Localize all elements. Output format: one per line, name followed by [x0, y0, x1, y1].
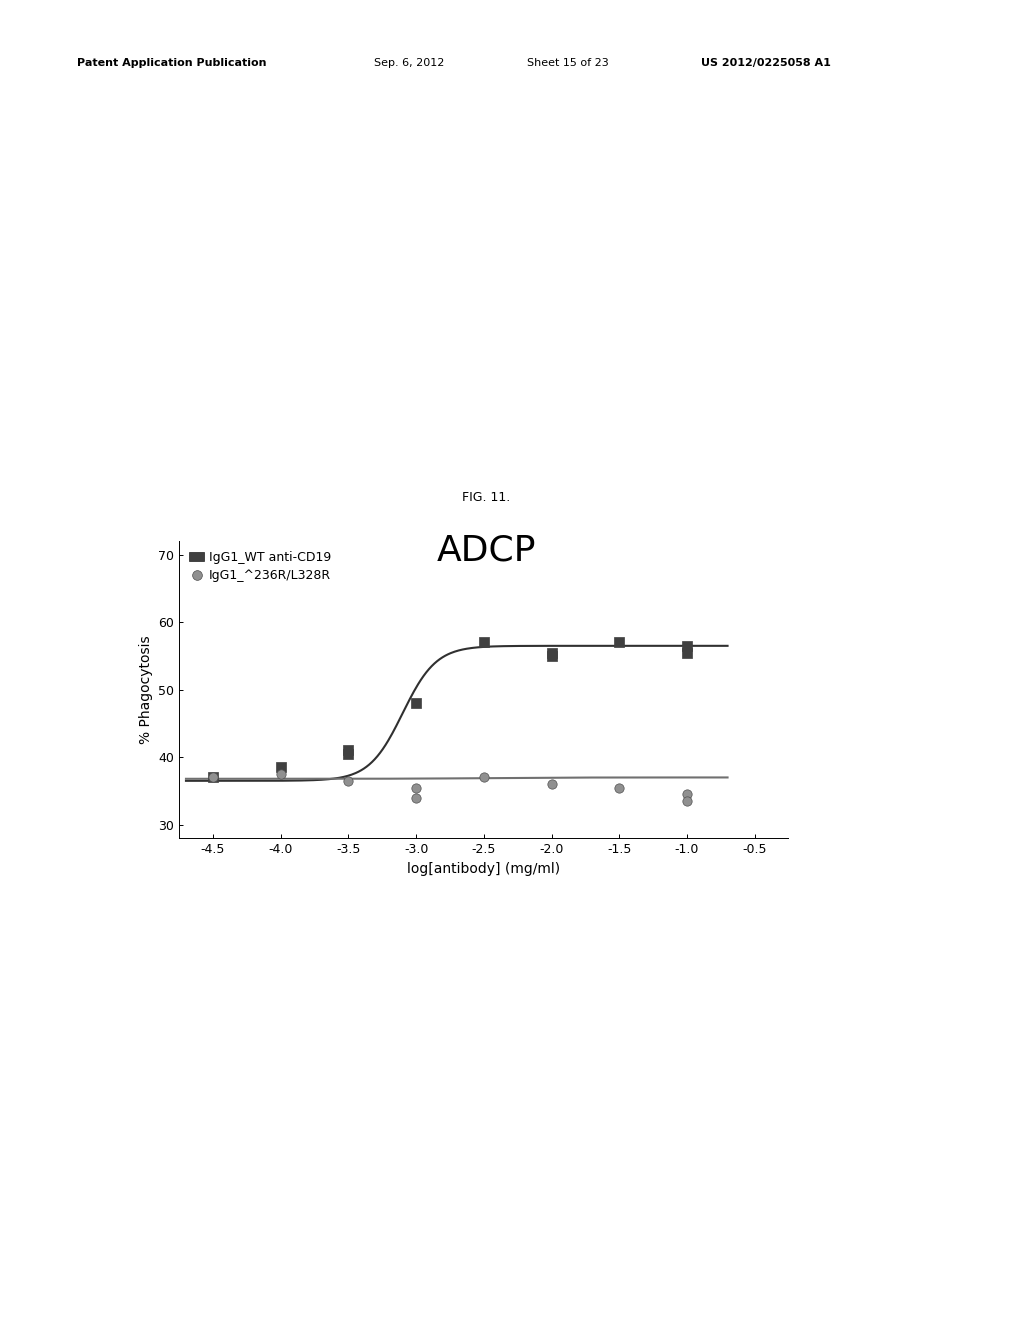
Y-axis label: % Phagocytosis: % Phagocytosis	[139, 635, 153, 744]
Point	[408, 693, 424, 714]
Point	[408, 787, 424, 808]
Point	[544, 642, 560, 663]
Point	[544, 774, 560, 795]
Point	[476, 767, 493, 788]
Text: US 2012/0225058 A1: US 2012/0225058 A1	[701, 58, 831, 69]
Legend: IgG1_WT anti-CD19, IgG1_^236R/L328R: IgG1_WT anti-CD19, IgG1_^236R/L328R	[185, 548, 335, 586]
Point	[679, 784, 695, 805]
Point	[205, 767, 221, 788]
Point	[679, 635, 695, 656]
Point	[476, 632, 493, 653]
Point	[340, 771, 356, 792]
Text: Sep. 6, 2012: Sep. 6, 2012	[374, 58, 444, 69]
Point	[679, 642, 695, 663]
Text: FIG. 11.: FIG. 11.	[462, 491, 511, 504]
Point	[272, 756, 289, 777]
Point	[272, 763, 289, 784]
Point	[205, 767, 221, 788]
X-axis label: log[antibody] (mg/ml): log[antibody] (mg/ml)	[408, 862, 560, 875]
Point	[611, 777, 628, 799]
Point	[340, 743, 356, 764]
Point	[679, 791, 695, 812]
Point	[408, 777, 424, 799]
Point	[611, 632, 628, 653]
Point	[544, 645, 560, 667]
Text: Patent Application Publication: Patent Application Publication	[77, 58, 266, 69]
Text: ADCP: ADCP	[436, 533, 537, 568]
Point	[340, 741, 356, 762]
Text: Sheet 15 of 23: Sheet 15 of 23	[527, 58, 609, 69]
